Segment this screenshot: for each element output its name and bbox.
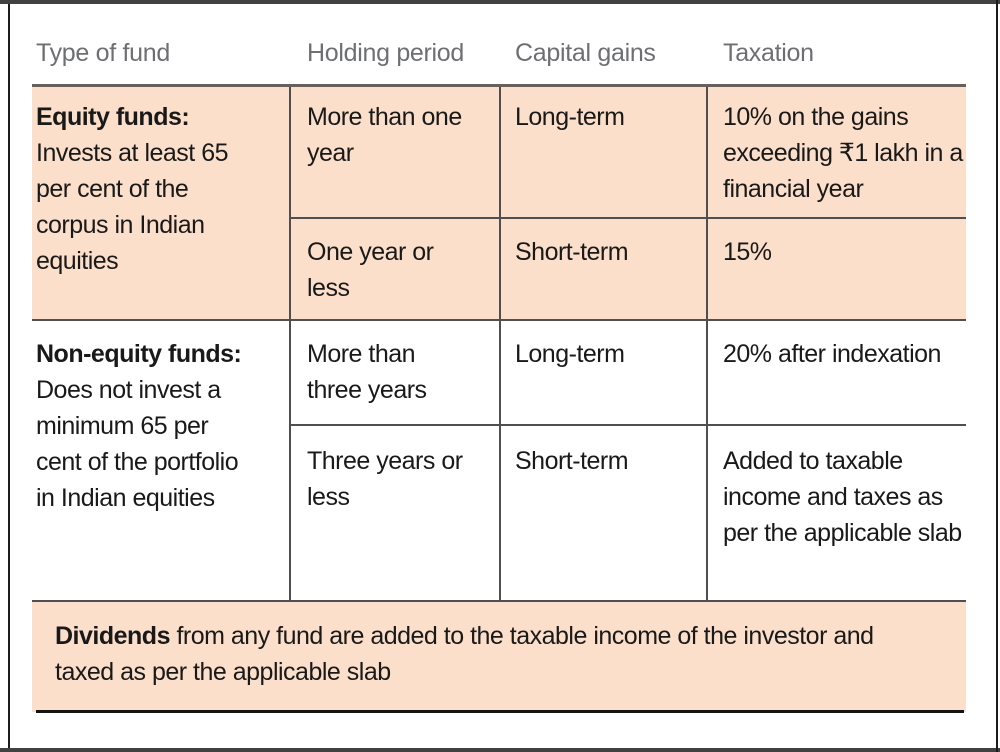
table-bottom-rule	[32, 600, 966, 602]
cell-capital-gains: Short-term	[515, 447, 629, 475]
cell-non-equity-fund-description: Non-equity funds: Does not invest a mini…	[36, 336, 258, 516]
cell-holding-period: Three years or less	[307, 447, 463, 511]
column-divider-2	[499, 87, 501, 602]
cell-holding-period: More than one year	[307, 103, 462, 167]
cell-taxation: 15%	[723, 238, 772, 266]
cell-capital-gains: Long-term	[515, 340, 625, 368]
dividends-footnote: Dividends from any fund are added to the…	[55, 618, 935, 690]
header-bottom-rule	[32, 84, 966, 87]
equity-row-divider	[289, 217, 966, 219]
cell-holding-period: One year or less	[307, 238, 434, 302]
cell-taxation: Added to taxable income and taxes as per…	[723, 447, 962, 547]
column-divider-1	[289, 87, 291, 602]
group-divider	[32, 319, 966, 321]
column-divider-3	[706, 87, 708, 602]
header-capital-gains: Capital gains	[515, 39, 656, 67]
cell-taxation: 20% after indexation	[723, 340, 941, 368]
frame-left-rule	[8, 4, 10, 748]
frame-top-bar	[0, 0, 1000, 4]
dividends-footnote-text: from any fund are added to the taxable i…	[55, 622, 874, 686]
frame-bottom-bar	[0, 748, 1000, 752]
non-equity-fund-desc: Does not invest a minimum 65 per cent of…	[36, 376, 239, 512]
cell-holding-period: More than three years	[307, 340, 427, 404]
cell-capital-gains: Long-term	[515, 103, 625, 131]
equity-fund-label: Equity funds:	[36, 103, 190, 131]
cell-capital-gains: Short-term	[515, 238, 629, 266]
header-holding-period: Holding period	[307, 39, 465, 67]
header-taxation: Taxation	[723, 39, 814, 67]
cell-taxation: 10% on the gains exceeding ₹1 lakh in a …	[723, 103, 963, 203]
footnote-underline	[36, 710, 964, 713]
header-type-of-fund: Type of fund	[36, 39, 170, 67]
frame-right-rule	[996, 0, 998, 752]
equity-fund-desc: Invests at least 65 per cent of the corp…	[36, 139, 229, 275]
non-equity-fund-label: Non-equity funds:	[36, 340, 242, 368]
non-equity-row-divider	[289, 424, 966, 426]
footnote-highlight	[32, 602, 966, 712]
cell-equity-fund-description: Equity funds: Invests at least 65 per ce…	[36, 99, 258, 279]
dividends-footnote-lead: Dividends	[55, 622, 170, 650]
